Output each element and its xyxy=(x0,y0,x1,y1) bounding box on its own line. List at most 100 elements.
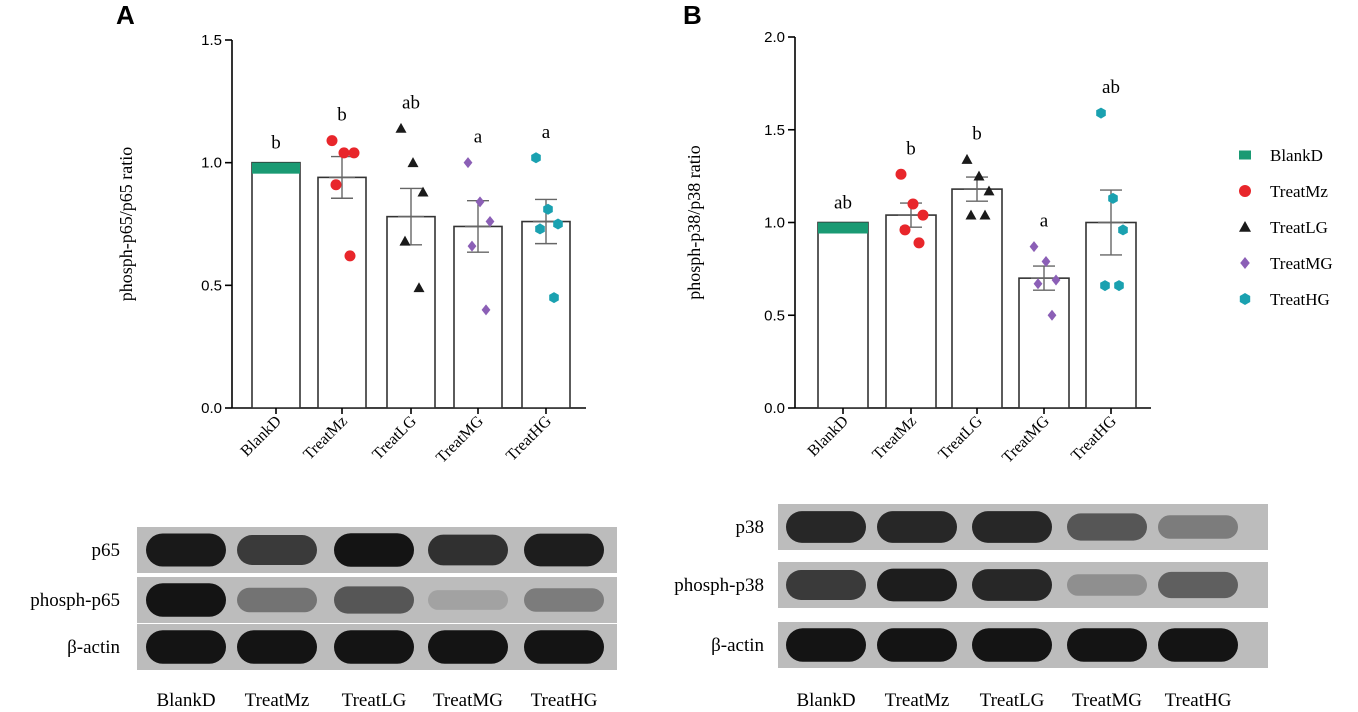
data-point xyxy=(1047,309,1057,321)
data-point xyxy=(899,224,911,236)
y-tick-label: 1.5 xyxy=(764,122,785,139)
x-tick-label: TreatHG xyxy=(503,412,555,464)
blot-band xyxy=(786,628,866,662)
data-point xyxy=(907,198,919,210)
legend-marker xyxy=(1239,293,1251,305)
blot-lane-label: BlankD xyxy=(156,690,215,711)
data-point xyxy=(348,147,360,159)
bar xyxy=(453,225,503,409)
blot-band xyxy=(334,630,414,664)
y-axis-title: phosph-p65/p65 ratio xyxy=(116,147,136,302)
legend-label: TreatMz xyxy=(1270,182,1328,201)
legend-marker xyxy=(1240,257,1250,269)
x-tick-label: BlankD xyxy=(805,413,852,460)
bar xyxy=(951,188,1003,409)
data-point xyxy=(531,152,541,164)
data-point xyxy=(252,162,300,174)
chart-panel-a: 0.0 0.5 1.0 1.5 phosph-p65/p65 ratio BlankD b T… xyxy=(116,32,586,467)
blot-band xyxy=(237,535,317,565)
blot-band xyxy=(877,511,957,543)
blot-band xyxy=(972,511,1052,543)
significance-label: a xyxy=(474,127,483,148)
bar xyxy=(817,221,869,409)
data-point xyxy=(1051,274,1061,286)
blot-band xyxy=(972,569,1052,601)
data-point xyxy=(979,209,991,220)
x-tick-label: TreatMz xyxy=(300,413,351,464)
y-tick-label: 1.5 xyxy=(201,32,222,49)
data-point xyxy=(1033,278,1043,290)
data-point xyxy=(330,179,342,191)
y-tick-label: 0.0 xyxy=(201,400,222,417)
data-point xyxy=(413,282,425,293)
blot-row-label: β-actin xyxy=(711,635,764,656)
data-point xyxy=(1108,192,1118,204)
legend-label: TreatHG xyxy=(1270,290,1330,309)
data-point xyxy=(326,135,338,147)
blot-band xyxy=(524,630,604,664)
data-point xyxy=(485,216,495,228)
blot-lane-label: TreatHG xyxy=(531,690,598,711)
blot-band xyxy=(428,590,508,610)
data-point xyxy=(463,157,473,169)
data-point xyxy=(475,196,485,208)
bar xyxy=(521,220,571,409)
data-point xyxy=(1041,255,1051,267)
data-point xyxy=(917,209,929,221)
x-tick-label: TreatMG xyxy=(999,412,1053,466)
blot-band xyxy=(1158,515,1238,539)
x-tick-label: BlankD xyxy=(238,413,285,460)
blot-band xyxy=(877,628,957,662)
significance-label: b xyxy=(337,105,347,126)
blot-band xyxy=(524,533,604,567)
data-point xyxy=(553,218,563,230)
legend-marker xyxy=(1239,185,1251,197)
blot-band xyxy=(334,533,414,567)
data-point xyxy=(895,168,907,180)
legend-label: TreatMG xyxy=(1270,254,1333,273)
significance-label: a xyxy=(542,122,551,143)
significance-label: ab xyxy=(834,193,852,214)
y-tick-label: 0.5 xyxy=(764,307,785,324)
data-point xyxy=(1114,280,1124,292)
blot-band xyxy=(146,533,226,567)
blot-lane-label: BlankD xyxy=(796,690,855,711)
significance-label: ab xyxy=(402,92,420,113)
blot-band xyxy=(972,628,1052,662)
data-point xyxy=(973,170,985,181)
data-point xyxy=(549,292,559,304)
legend: BlankD TreatMz TreatLG TreatMG TreatHG xyxy=(1239,146,1333,309)
legend-marker xyxy=(1239,150,1251,160)
western-blot-panel-a: p65 phosph-p65 β-actin BlankD TreatMz TreatLG… xyxy=(30,527,617,711)
blot-band xyxy=(786,570,866,600)
significance-label: b xyxy=(906,138,916,159)
blot-band xyxy=(237,630,317,664)
data-point xyxy=(961,153,973,164)
bar xyxy=(386,215,436,409)
data-point xyxy=(399,235,411,246)
western-blot-panel-b: p38 phosph-p38 β-actin BlankD TreatMz TreatLG… xyxy=(674,504,1268,711)
panel-letter-a: A xyxy=(116,0,135,30)
significance-label: a xyxy=(1040,211,1049,232)
significance-label: b xyxy=(271,133,281,154)
y-tick-label: 1.0 xyxy=(201,155,222,172)
significance-label: ab xyxy=(1102,77,1120,98)
data-point xyxy=(983,185,995,196)
blot-band xyxy=(146,630,226,664)
blot-lane-label: TreatLG xyxy=(342,690,407,711)
data-point xyxy=(1100,280,1110,292)
data-point xyxy=(535,223,545,235)
blot-band xyxy=(334,586,414,614)
data-point xyxy=(338,147,350,159)
blot-band xyxy=(428,630,508,664)
blot-band xyxy=(1067,628,1147,662)
data-point xyxy=(417,186,429,197)
bar xyxy=(317,176,367,409)
data-point xyxy=(543,203,553,215)
y-tick-label: 1.0 xyxy=(764,215,785,232)
blot-band xyxy=(877,568,957,602)
y-axis-title: phosph-p38/p38 ratio xyxy=(684,145,704,300)
data-point xyxy=(818,222,868,234)
data-point xyxy=(407,157,419,168)
